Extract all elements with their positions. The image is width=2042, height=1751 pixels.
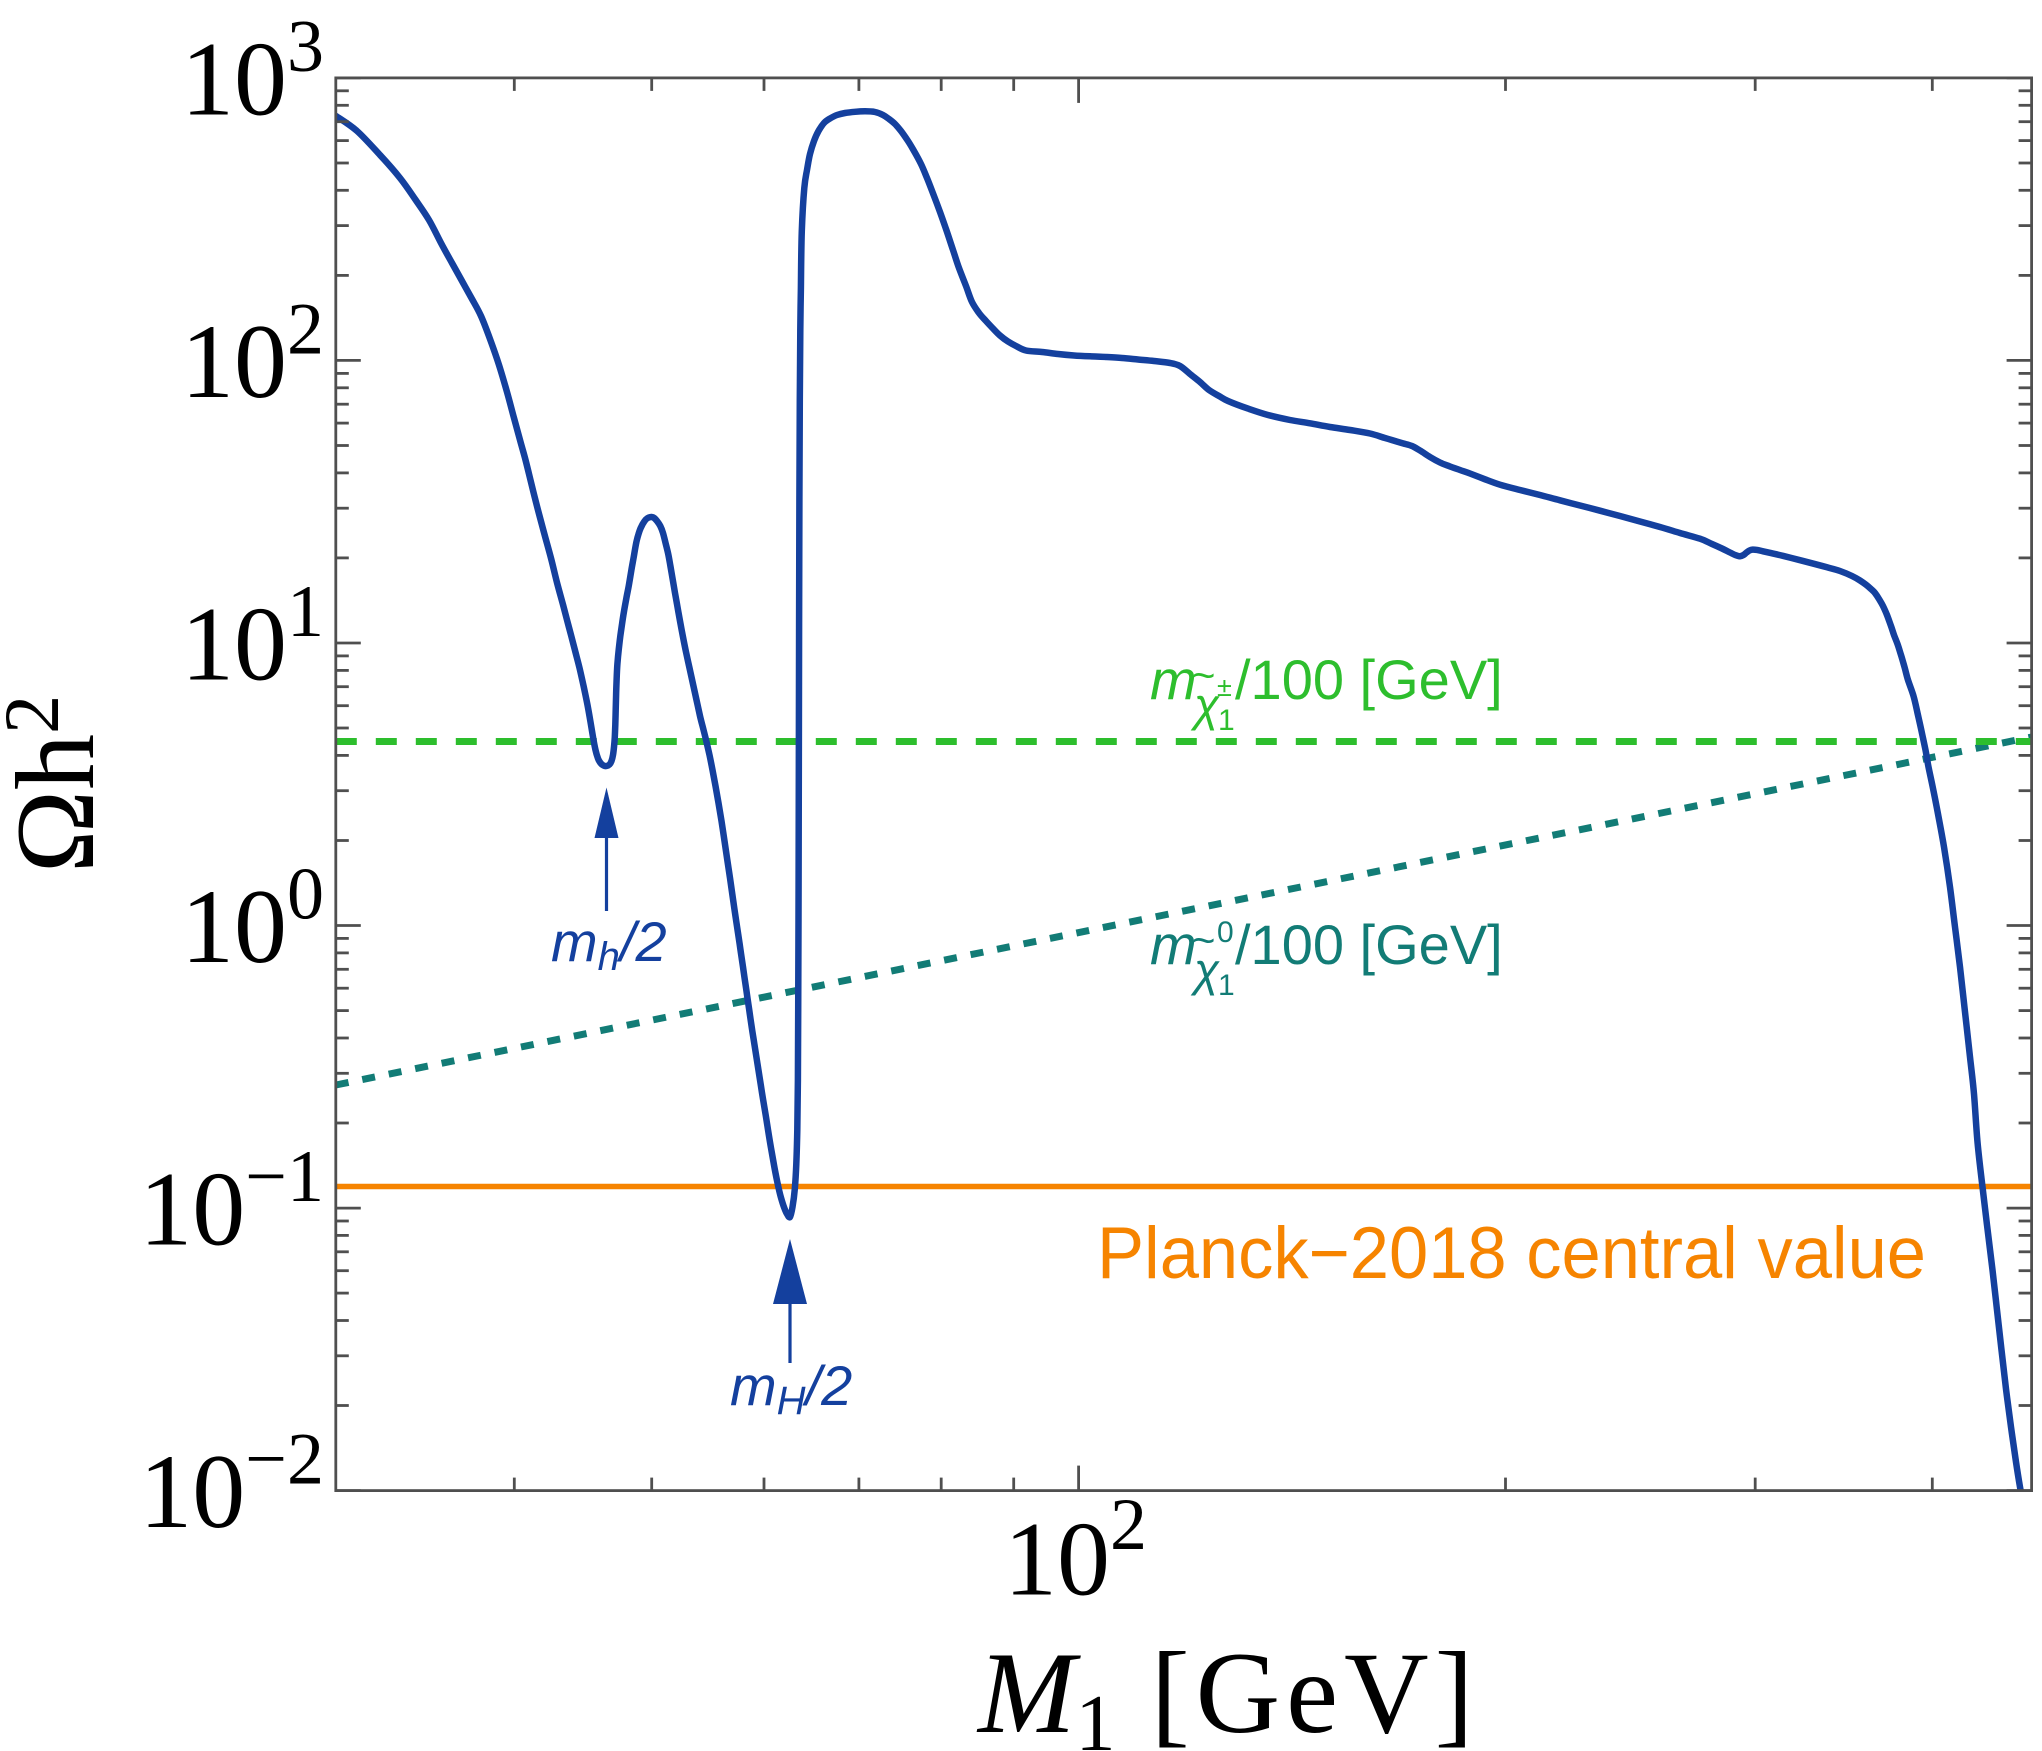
svg-text:0: 0 bbox=[1217, 916, 1234, 949]
svg-text:Planck−2018 central value: Planck−2018 central value bbox=[1097, 1213, 1926, 1294]
svg-text:χ: χ bbox=[1190, 944, 1220, 996]
svg-text:/100 [GeV]: /100 [GeV] bbox=[1235, 913, 1503, 976]
svg-text:M1 [GeV]: M1 [GeV] bbox=[976, 1629, 1480, 1751]
svg-text:1: 1 bbox=[1218, 969, 1235, 1002]
svg-text:1: 1 bbox=[1218, 704, 1235, 737]
svg-text:m: m bbox=[1150, 648, 1197, 711]
svg-text:~: ~ bbox=[1192, 654, 1215, 698]
svg-text:/100 [GeV]: /100 [GeV] bbox=[1235, 648, 1503, 711]
svg-text:χ: χ bbox=[1190, 679, 1220, 731]
svg-text:±: ± bbox=[1217, 672, 1232, 702]
svg-text:10−1: 10−1 bbox=[139, 1136, 324, 1268]
svg-text:~: ~ bbox=[1192, 919, 1215, 963]
svg-text:m: m bbox=[1150, 913, 1197, 976]
